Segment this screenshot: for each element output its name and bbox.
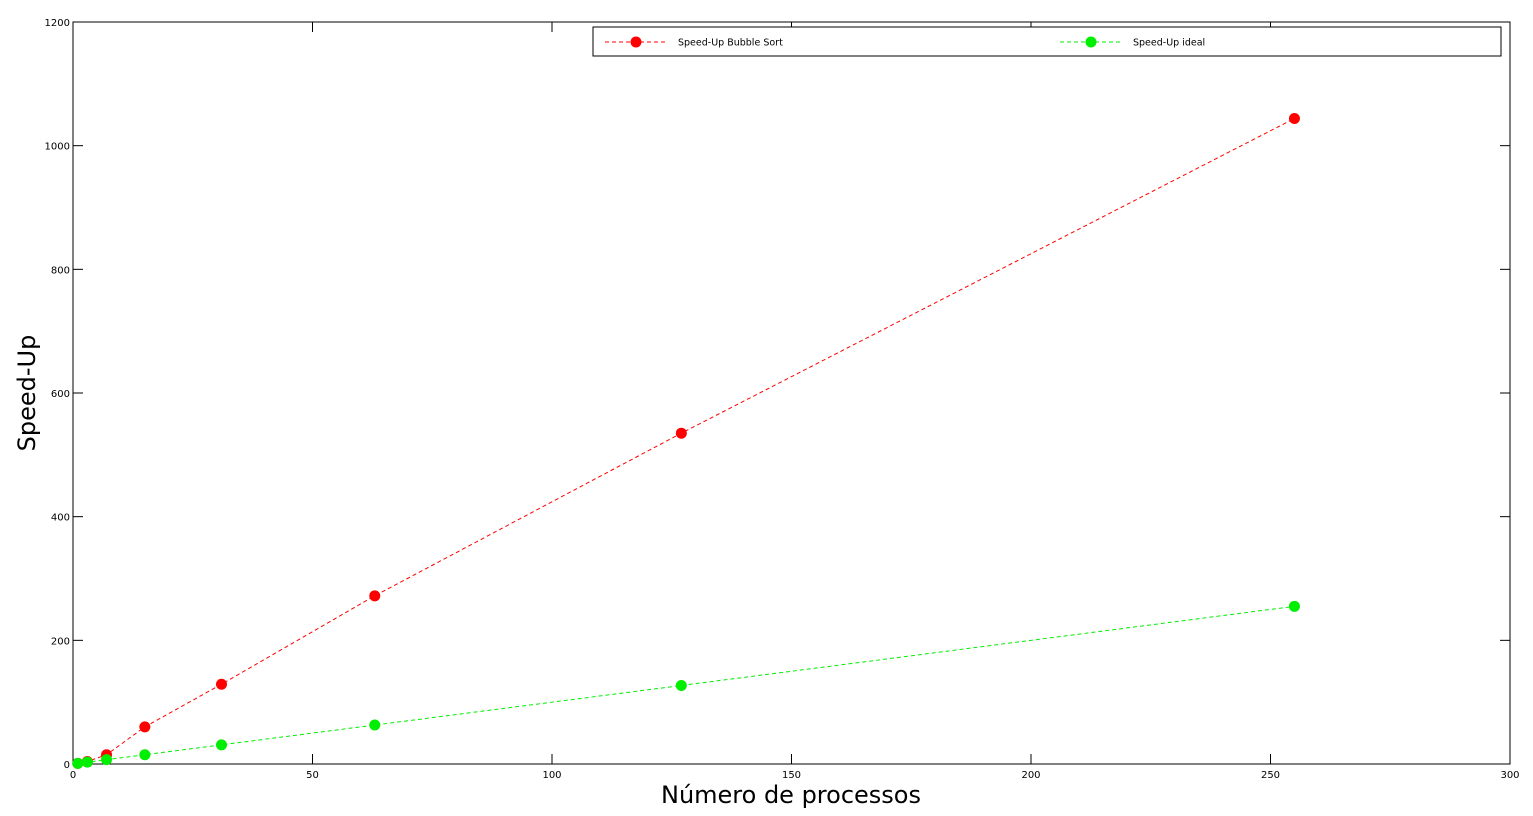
legend-label-1: Speed-Up ideal	[1133, 38, 1205, 49]
legend-label-0: Speed-Up Bubble Sort	[678, 38, 783, 49]
legend-box	[592, 26, 1502, 57]
series-layer	[72, 112, 1300, 769]
y-axis-title: Speed-Up	[13, 335, 41, 452]
data-point-1	[215, 739, 227, 751]
data-point-1	[72, 757, 84, 769]
y-tick-label: 1000	[45, 142, 70, 153]
y-axis: 0 200 400 600 800 1000 1200	[45, 18, 1510, 771]
y-tick-label: 800	[51, 265, 70, 276]
x-tick-label: 300	[1500, 770, 1519, 781]
y-tick-label: 200	[51, 636, 70, 647]
x-tick-label: 50	[306, 770, 319, 781]
data-point-1	[1288, 600, 1300, 612]
data-point-0	[215, 678, 227, 690]
data-point-0	[1288, 112, 1300, 124]
data-point-0	[139, 721, 151, 733]
data-point-1	[81, 756, 93, 768]
plot-area	[72, 21, 1511, 765]
x-tick-label: 200	[1021, 770, 1040, 781]
series-line-0	[77, 118, 1295, 764]
y-tick-label: 400	[51, 513, 70, 524]
legend-marker-1	[1085, 36, 1097, 48]
x-tick-label: 100	[542, 770, 561, 781]
series-line-1	[77, 605, 1295, 764]
x-tick-label: 150	[782, 770, 801, 781]
data-point-0	[675, 427, 687, 439]
data-point-1	[675, 679, 687, 691]
x-tick-label: 0	[70, 770, 76, 781]
x-axis-title: Número de processos	[661, 781, 921, 809]
x-axis: 0 50 100 150 200 250 300	[70, 22, 1520, 781]
data-point-0	[369, 590, 381, 602]
x-tick-label: 250	[1261, 770, 1280, 781]
legend-marker-0	[630, 36, 642, 48]
data-point-1	[101, 754, 113, 766]
plot-frame	[72, 21, 1511, 765]
y-tick-label: 1200	[45, 18, 70, 29]
data-point-1	[369, 719, 381, 731]
y-tick-label: 600	[51, 389, 70, 400]
y-tick-label: 0	[64, 760, 70, 771]
data-point-1	[139, 749, 151, 761]
legend: Speed-Up Bubble Sort Speed-Up ideal	[592, 26, 1502, 57]
